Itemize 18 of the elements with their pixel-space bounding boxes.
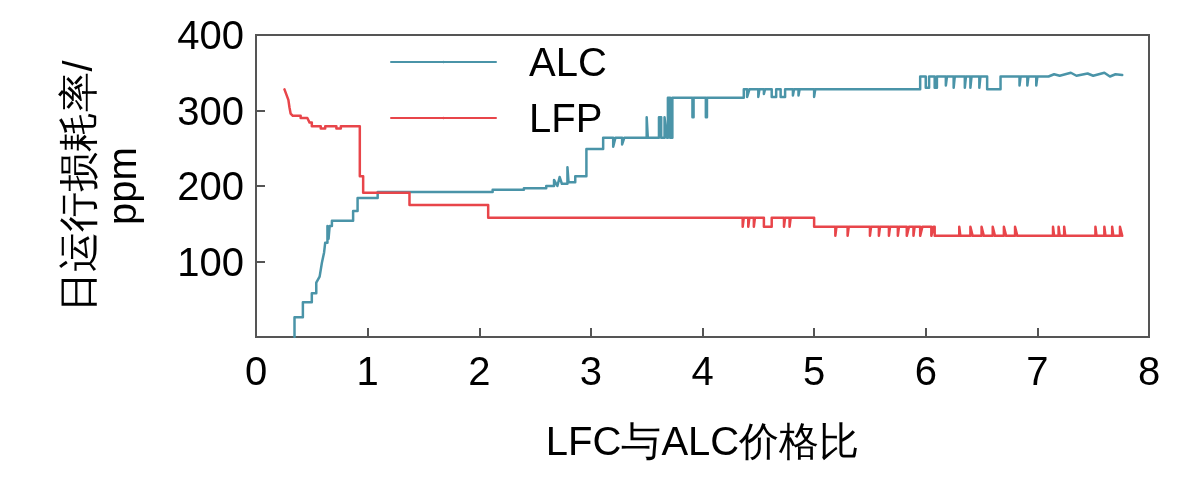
x-tick-label: 8 (1137, 349, 1161, 393)
y-tick-label: 100 (177, 239, 244, 284)
y-axis-title: 日运行损耗率/ ppm (56, 59, 144, 312)
x-tick-label: 1 (356, 349, 379, 393)
y-tick-label: 200 (177, 164, 244, 208)
legend-label: LFP (529, 96, 603, 140)
x-tick-label: 5 (803, 349, 826, 393)
legend-label: ALC (529, 40, 607, 84)
line-series (283, 88, 1124, 238)
x-tick-label: 0 (244, 349, 268, 393)
x-tick-label: 7 (1026, 349, 1049, 393)
x-tick-label: 4 (691, 349, 714, 393)
x-tick-label: 6 (914, 349, 937, 393)
x-axis-title: LFC与ALC价格比 (545, 419, 860, 463)
x-tick-label: 3 (579, 349, 602, 393)
y-tick-label: 300 (177, 88, 244, 133)
x-tick-label: 2 (468, 349, 491, 393)
y-tick-label: 400 (177, 13, 244, 57)
